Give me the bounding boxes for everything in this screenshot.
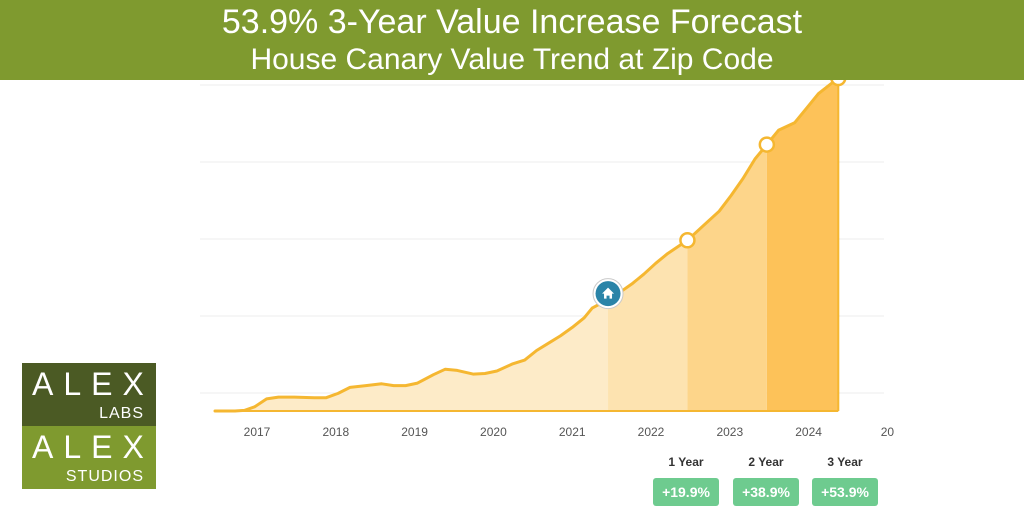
area-band-3 [766, 78, 839, 411]
x-tick-label: 2023 [716, 425, 743, 439]
forecast-point-2 [758, 136, 776, 153]
x-axis-ticks: 2017 2018 2019 2020 2021 2022 2023 2024 20 [244, 425, 895, 439]
value-trend-line [213, 76, 840, 413]
forecast-2-year-badge: +38.9% [733, 478, 799, 506]
house-icon [592, 278, 624, 310]
chart-series [213, 76, 840, 413]
logo-bottom-word: ALEX [32, 429, 154, 465]
x-tick-label: 2021 [559, 425, 586, 439]
chart-markers [592, 69, 847, 310]
forecast-3-year: 3 Year +53.9% [812, 454, 878, 506]
forecast-1-year-label: 1 Year [668, 455, 704, 469]
forecast-point-1 [679, 232, 696, 249]
x-tick-label: 2018 [322, 425, 349, 439]
x-tick-label: 20 [881, 425, 895, 439]
logo-bottom-sub: STUDIOS [65, 468, 144, 485]
alex-labs-logo: ALEX LABS [22, 363, 156, 426]
forecast-3-year-label: 3 Year [827, 455, 863, 469]
chart-areas [215, 78, 840, 411]
alex-logo: ALEX LABS ALEX STUDIOS [22, 363, 156, 489]
house-icon-glyph [602, 287, 615, 299]
logo-top-word: ALEX [32, 366, 154, 402]
header-banner: 53.9% 3-Year Value Increase Forecast Hou… [0, 0, 1024, 80]
forecast-1-year-badge: +19.9% [653, 478, 719, 506]
forecast-3-year-badge: +53.9% [812, 478, 878, 506]
page-subtitle: House Canary Value Trend at Zip Code [250, 43, 774, 76]
logo-top-sub: LABS [99, 405, 144, 422]
x-tick-label: 2020 [480, 425, 507, 439]
page-title: 53.9% 3-Year Value Increase Forecast [221, 3, 803, 41]
forecast-1-year: 1 Year +19.9% [653, 454, 719, 506]
forecast-2-year-label: 2 Year [748, 455, 784, 469]
area-band-2 [687, 144, 767, 411]
forecast-2-year: 2 Year +38.9% [733, 454, 799, 506]
area-band-0 [215, 299, 608, 411]
x-tick-label: 2017 [244, 425, 271, 439]
x-tick-label: 2024 [795, 425, 822, 439]
area-band-1 [608, 240, 688, 411]
alex-studios-logo: ALEX STUDIOS [22, 426, 156, 489]
x-tick-label: 2022 [638, 425, 665, 439]
x-tick-label: 2019 [401, 425, 428, 439]
